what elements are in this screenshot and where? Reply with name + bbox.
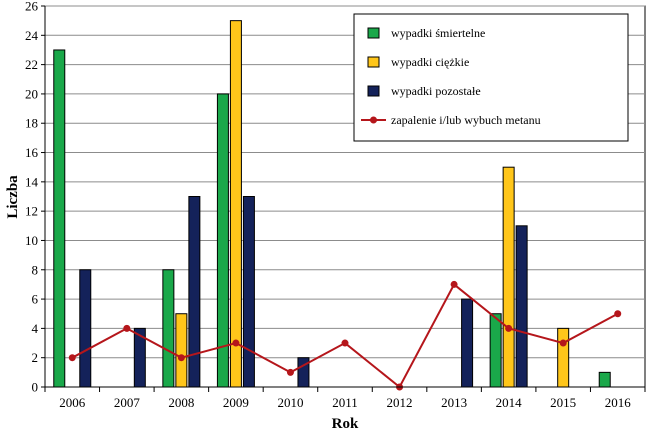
bar [188, 196, 201, 388]
line-point [614, 310, 622, 318]
x-tick-label: 2014 [496, 395, 523, 410]
x-axis-ticks: 2006 2007 2008 2009 2010 2011 2012 2013 2014 2015… [44, 387, 646, 410]
x-tick-label: 2007 [114, 395, 141, 410]
legend-label: wypadki pozostałe [391, 84, 481, 98]
bar [489, 313, 502, 388]
legend-label: wypadki ciężkie [391, 55, 469, 69]
y-tick-label: 4 [32, 321, 39, 336]
x-tick-label: 2008 [168, 395, 194, 410]
y-tick-label: 16 [25, 145, 39, 160]
legend-box [353, 13, 629, 142]
legend-swatch [367, 85, 380, 97]
x-axis-label: Rok [332, 416, 359, 432]
y-tick-label: 6 [32, 292, 39, 307]
bar [598, 371, 611, 388]
y-tick-label: 2 [32, 350, 39, 365]
y-tick-label: 0 [32, 380, 39, 395]
bar [216, 93, 229, 388]
x-tick-label: 2013 [441, 395, 467, 410]
bar [297, 357, 310, 388]
bar [242, 196, 255, 388]
legend-swatch [367, 27, 380, 39]
x-tick-label: 2015 [550, 395, 576, 410]
legend-swatch [367, 56, 380, 68]
bar [229, 20, 242, 388]
line-point [559, 339, 567, 347]
x-tick-label: 2011 [332, 395, 358, 410]
y-tick-label: 22 [25, 57, 38, 72]
y-tick-label: 14 [25, 174, 39, 189]
line-point [505, 324, 513, 332]
y-tick-label: 26 [25, 0, 39, 14]
y-tick-label: 24 [25, 28, 39, 43]
line-point [68, 354, 76, 362]
bar [175, 313, 188, 388]
line-point [123, 324, 131, 332]
bar [461, 298, 474, 388]
bar [162, 269, 175, 388]
methane-line [68, 280, 622, 391]
legend: wypadki śmiertelne wypadki ciężkie wypadki… [353, 13, 629, 142]
bar [515, 225, 528, 388]
bar [502, 166, 515, 388]
x-tick-label: 2010 [277, 395, 303, 410]
x-tick-label: 2009 [223, 395, 249, 410]
legend-label: zapalenie i/lub wybuch metanu [391, 113, 541, 127]
legend-marker [370, 116, 377, 124]
bar [53, 49, 66, 388]
y-tick-label: 8 [32, 262, 39, 277]
line-point [177, 354, 185, 362]
y-tick-label: 18 [25, 116, 38, 131]
line-point [232, 339, 240, 347]
y-axis-label: Liczba [5, 175, 21, 219]
y-tick-label: 12 [25, 204, 38, 219]
bar [557, 327, 570, 388]
bar [79, 269, 92, 388]
line-point [341, 339, 349, 347]
legend-label: wypadki śmiertelne [391, 26, 485, 40]
x-tick-label: 2016 [605, 395, 632, 410]
y-tick-label: 10 [25, 233, 38, 248]
line-point [450, 280, 458, 288]
y-tick-label: 20 [25, 86, 38, 101]
x-tick-label: 2012 [387, 395, 413, 410]
line-point [286, 368, 294, 376]
x-tick-label: 2006 [59, 395, 86, 410]
